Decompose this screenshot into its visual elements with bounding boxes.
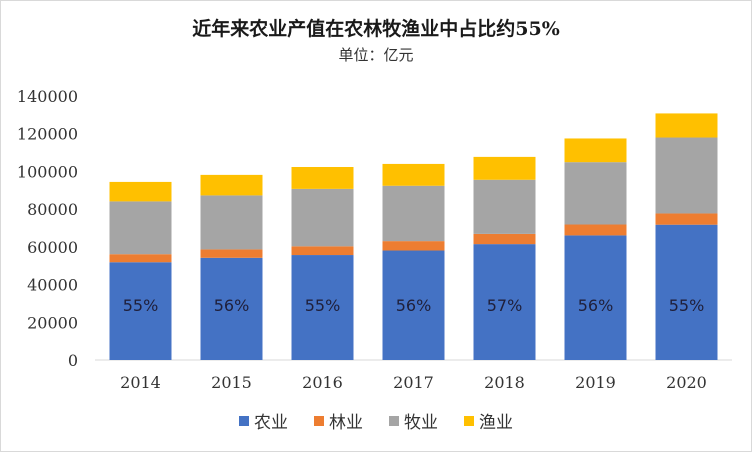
legend-label-muye: 牧业 [404, 413, 438, 433]
legend-swatch-muye [389, 415, 399, 426]
bar-segment [655, 213, 718, 225]
x-tick-label: 2015 [211, 373, 252, 392]
legend-swatch-linye [314, 415, 324, 426]
x-tick-label: 2018 [484, 373, 525, 392]
legend-swatch-yuye [464, 415, 474, 426]
bar-segment [473, 156, 536, 180]
legend-item-yuye: 渔业 [464, 408, 513, 433]
x-tick-label: 2019 [575, 373, 616, 392]
y-tick-label: 120000 [17, 125, 78, 144]
chart-subtitle: 单位：亿元 [338, 46, 414, 64]
bar-segment [655, 113, 718, 138]
data-label: 56% [214, 296, 250, 315]
legend-swatch-nongye [239, 415, 249, 426]
bar-segment [109, 181, 172, 202]
chart-legend: 农业 林业 牧业 渔业 [0, 408, 752, 433]
legend-item-muye: 牧业 [389, 408, 438, 433]
bar-segment [382, 250, 445, 360]
y-tick-label: 80000 [27, 200, 78, 219]
x-tick-label: 2016 [302, 373, 343, 392]
bar-segment [200, 249, 263, 258]
bar-segment [655, 224, 718, 360]
y-tick-label: 0 [68, 351, 78, 370]
legend-item-nongye: 农业 [239, 408, 288, 433]
bar-segment [564, 224, 627, 236]
data-label: 56% [578, 296, 614, 315]
bar-segment [564, 138, 627, 163]
bar-segment [473, 179, 536, 234]
data-label: 56% [396, 296, 432, 315]
legend-item-linye: 林业 [314, 408, 363, 433]
bar-segment [200, 257, 263, 360]
y-tick-label: 60000 [27, 238, 78, 257]
y-tick-label: 100000 [17, 162, 78, 181]
data-label: 55% [123, 296, 159, 315]
y-tick-label: 40000 [27, 276, 78, 295]
bar-segment [382, 163, 445, 186]
bar-segment [473, 244, 536, 360]
bar-segment [200, 195, 263, 250]
x-tick-label: 2017 [393, 373, 434, 392]
legend-label-yuye: 渔业 [479, 413, 513, 433]
bar-segment [291, 255, 354, 360]
bar-segment [109, 201, 172, 255]
x-tick-label: 2014 [120, 373, 161, 392]
x-tick-label: 2020 [666, 373, 707, 392]
y-tick-label: 20000 [27, 313, 78, 332]
bar-segment [291, 246, 354, 256]
legend-label-nongye: 农业 [254, 413, 288, 433]
bar-segment [200, 174, 263, 196]
bar-segment [291, 166, 354, 189]
data-label: 55% [669, 296, 705, 315]
bar-segment [655, 137, 718, 214]
bar-segment [109, 254, 172, 263]
bar-segment [291, 188, 354, 247]
y-tick-label: 140000 [17, 87, 78, 106]
bar-segment [382, 241, 445, 251]
bar-segment [109, 262, 172, 360]
chart-title: 近年来农业产值在农林牧渔业中占比约55% [192, 18, 560, 40]
bar-segment [473, 233, 536, 245]
data-label: 57% [487, 296, 523, 315]
bar-segment [564, 162, 627, 225]
legend-label-linye: 林业 [329, 413, 363, 433]
bar-segment [382, 185, 445, 242]
data-label: 55% [305, 296, 341, 315]
bar-segment [564, 235, 627, 360]
